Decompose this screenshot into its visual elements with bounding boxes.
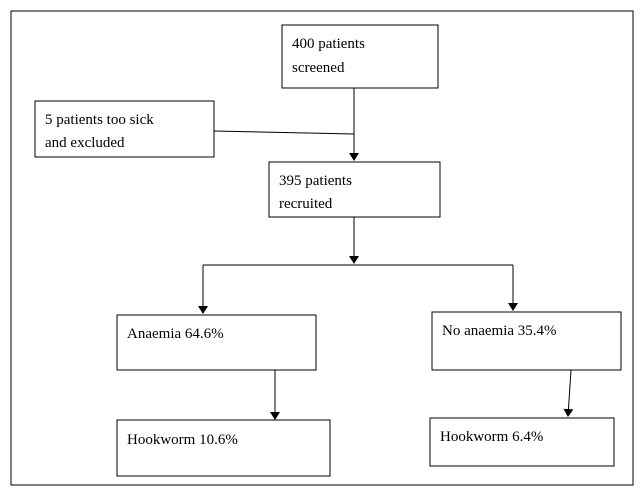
node-label: recruited bbox=[279, 196, 333, 212]
node-label: screened bbox=[292, 60, 345, 76]
box bbox=[116, 314, 317, 371]
node-label: No anaemia 35.4% bbox=[442, 323, 557, 339]
frame bbox=[10, 10, 634, 486]
node-label: Anaemia 64.6% bbox=[127, 326, 224, 342]
node-label: 5 patients too sick bbox=[45, 112, 154, 128]
node-label: Hookworm 10.6% bbox=[127, 432, 238, 448]
box bbox=[431, 311, 622, 371]
node-label: and excluded bbox=[45, 135, 125, 151]
box bbox=[116, 419, 331, 477]
box bbox=[281, 24, 439, 89]
arrow bbox=[563, 369, 574, 417]
node-label: Hookworm 6.4% bbox=[440, 429, 543, 445]
connector bbox=[213, 130, 355, 135]
node-label: 395 patients bbox=[279, 173, 352, 189]
box bbox=[429, 417, 615, 467]
box bbox=[268, 161, 441, 218]
box bbox=[34, 100, 215, 158]
node-label: 400 patients bbox=[292, 36, 365, 52]
